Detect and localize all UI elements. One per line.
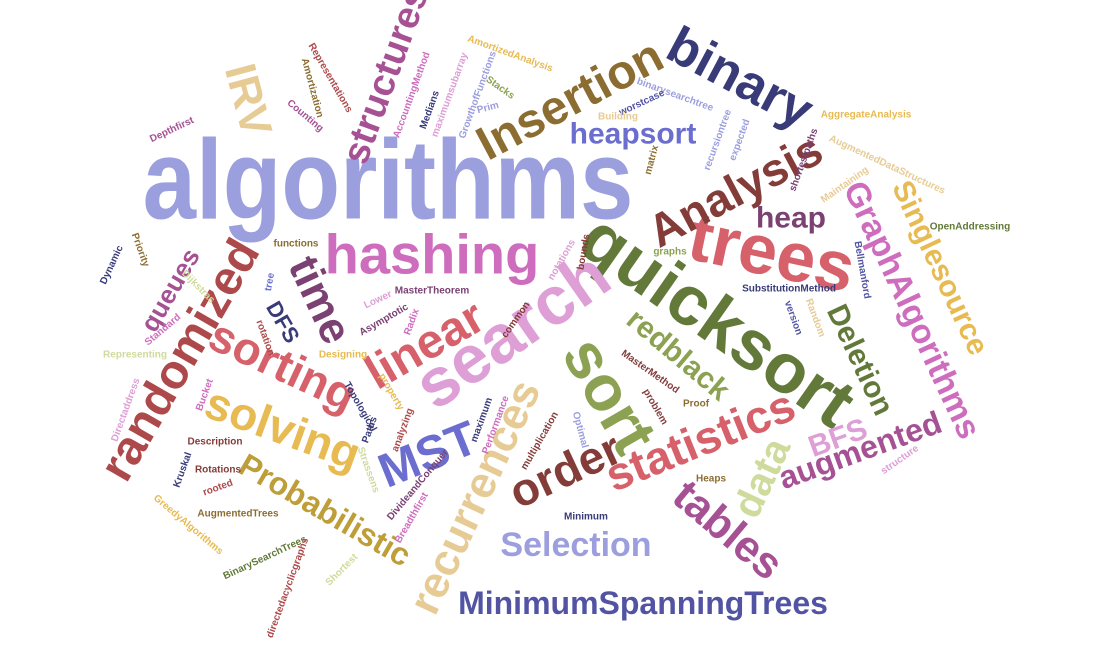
word-dynamic: Dynamic: [98, 243, 126, 286]
word-selection: Selection: [500, 526, 651, 564]
word-heapsort: heapsort: [570, 118, 697, 151]
word-heaps: Heaps: [696, 474, 726, 485]
word-representing: Representing: [103, 350, 167, 361]
word-hashing: hashing: [325, 223, 540, 286]
word-proof: Proof: [683, 399, 710, 410]
word-tree: tree: [263, 272, 277, 292]
word-greedyalgorithms: GreedyAlgorithms: [151, 493, 225, 558]
word-stacks: Stacks: [484, 74, 517, 102]
word-mastertheorem: MasterTheorem: [395, 286, 470, 297]
word-aggregateanalysis: AggregateAnalysis: [821, 110, 912, 121]
word-algorithms: algorithms: [143, 117, 634, 243]
word-graphs: graphs: [653, 247, 687, 258]
word-rotations: Rotations: [195, 465, 242, 476]
word-openaddressing: OpenAddressing: [930, 222, 1011, 233]
word-minimumspanningtrees: MinimumSpanningTrees: [458, 585, 828, 621]
word-minimum: Minimum: [564, 512, 608, 523]
word-lower: Lower: [362, 289, 393, 311]
word-functions: functions: [274, 239, 319, 250]
word-recursiontree: recursiontree: [702, 108, 734, 172]
word-designing: Designing: [319, 350, 367, 361]
word-substitutionmethod: SubstitutionMethod: [742, 284, 836, 295]
word-augmentedtrees: AugmentedTrees: [197, 509, 279, 520]
word-amortizedanalysis: AmortizedAnalysis: [466, 33, 555, 74]
word-heap: heap: [756, 202, 826, 235]
word-shortest: Shortest: [324, 551, 361, 588]
word-kruskal: Kruskal: [172, 451, 195, 489]
word-rooted: rooted: [202, 478, 235, 499]
word-building: Building: [598, 112, 638, 123]
word-description: Description: [187, 437, 242, 448]
